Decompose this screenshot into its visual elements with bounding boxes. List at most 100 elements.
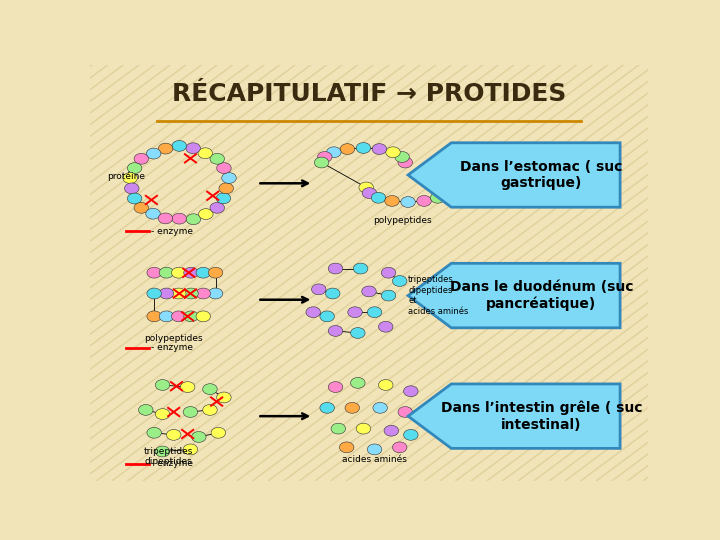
Circle shape xyxy=(443,182,457,193)
Circle shape xyxy=(186,214,201,225)
Circle shape xyxy=(127,193,142,204)
Circle shape xyxy=(367,307,382,318)
Circle shape xyxy=(138,404,153,415)
Circle shape xyxy=(379,321,393,332)
Circle shape xyxy=(217,163,231,173)
Circle shape xyxy=(166,429,181,440)
Circle shape xyxy=(172,140,186,151)
Circle shape xyxy=(328,382,343,393)
Circle shape xyxy=(359,182,374,193)
Circle shape xyxy=(208,267,222,278)
Circle shape xyxy=(379,380,393,390)
Text: tripeptides
dipeptides: tripeptides dipeptides xyxy=(143,447,193,466)
Circle shape xyxy=(361,286,377,297)
Circle shape xyxy=(318,152,332,163)
Circle shape xyxy=(196,267,210,278)
Circle shape xyxy=(328,263,343,274)
Circle shape xyxy=(219,183,233,194)
Text: Dans le duodénum (suc
pancréatique): Dans le duodénum (suc pancréatique) xyxy=(449,280,633,311)
Circle shape xyxy=(339,442,354,453)
Circle shape xyxy=(210,153,225,164)
Circle shape xyxy=(192,431,206,442)
Circle shape xyxy=(211,427,225,438)
Circle shape xyxy=(198,148,212,159)
Circle shape xyxy=(181,382,195,393)
Circle shape xyxy=(395,152,410,163)
Circle shape xyxy=(159,311,174,322)
Circle shape xyxy=(351,377,365,388)
Circle shape xyxy=(171,288,186,299)
Circle shape xyxy=(398,157,413,168)
Text: polypeptides: polypeptides xyxy=(373,216,432,225)
Circle shape xyxy=(208,288,222,299)
Circle shape xyxy=(147,288,161,299)
Circle shape xyxy=(203,404,217,415)
Circle shape xyxy=(186,143,200,153)
Circle shape xyxy=(184,311,198,322)
Circle shape xyxy=(158,213,173,224)
Circle shape xyxy=(222,173,236,184)
Circle shape xyxy=(417,195,431,206)
Circle shape xyxy=(367,444,382,455)
Circle shape xyxy=(210,202,225,213)
Circle shape xyxy=(203,384,217,395)
Circle shape xyxy=(345,402,359,413)
Circle shape xyxy=(404,429,418,440)
Text: acides aminés: acides aminés xyxy=(342,455,407,464)
Circle shape xyxy=(401,197,415,207)
Circle shape xyxy=(159,288,174,299)
Circle shape xyxy=(392,442,407,453)
Circle shape xyxy=(348,307,362,318)
Circle shape xyxy=(171,267,186,278)
Circle shape xyxy=(320,311,334,322)
Text: - enzyme: - enzyme xyxy=(151,460,194,469)
Polygon shape xyxy=(408,384,620,448)
Circle shape xyxy=(392,275,407,286)
Circle shape xyxy=(184,267,198,278)
Text: - enzyme: - enzyme xyxy=(151,227,194,235)
Circle shape xyxy=(134,153,148,164)
Circle shape xyxy=(354,263,368,274)
Circle shape xyxy=(147,311,161,322)
Circle shape xyxy=(171,311,186,322)
Circle shape xyxy=(382,290,396,301)
Circle shape xyxy=(127,163,142,173)
Circle shape xyxy=(331,423,346,434)
Text: RÉCAPITULATIF → PROTIDES: RÉCAPITULATIF → PROTIDES xyxy=(172,82,566,106)
Text: - enzyme: - enzyme xyxy=(151,343,194,352)
Circle shape xyxy=(372,192,386,203)
Circle shape xyxy=(146,148,161,159)
Circle shape xyxy=(216,193,230,204)
Circle shape xyxy=(384,195,400,206)
Circle shape xyxy=(147,427,161,438)
Text: polypeptides: polypeptides xyxy=(145,334,203,343)
Circle shape xyxy=(196,311,210,322)
Circle shape xyxy=(398,407,413,417)
Circle shape xyxy=(362,187,377,198)
Circle shape xyxy=(312,284,326,295)
Circle shape xyxy=(156,380,170,390)
Circle shape xyxy=(158,143,173,154)
Circle shape xyxy=(328,326,343,336)
Circle shape xyxy=(184,288,198,299)
Circle shape xyxy=(315,157,329,168)
Circle shape xyxy=(134,202,148,213)
Circle shape xyxy=(382,267,396,278)
Circle shape xyxy=(196,288,210,299)
Circle shape xyxy=(386,147,400,158)
Circle shape xyxy=(356,423,371,434)
Circle shape xyxy=(327,147,341,158)
Circle shape xyxy=(156,446,170,457)
Circle shape xyxy=(217,392,231,403)
Polygon shape xyxy=(408,143,620,207)
Circle shape xyxy=(147,267,161,278)
Text: tripeptides,
dipeptides
et
acides aminés: tripeptides, dipeptides et acides aminés xyxy=(408,275,469,316)
Text: protéine: protéine xyxy=(107,172,145,181)
Circle shape xyxy=(199,208,213,219)
Circle shape xyxy=(172,213,186,224)
Circle shape xyxy=(183,407,198,417)
Circle shape xyxy=(325,288,340,299)
Circle shape xyxy=(431,192,445,203)
Circle shape xyxy=(439,187,454,198)
Circle shape xyxy=(159,267,174,278)
